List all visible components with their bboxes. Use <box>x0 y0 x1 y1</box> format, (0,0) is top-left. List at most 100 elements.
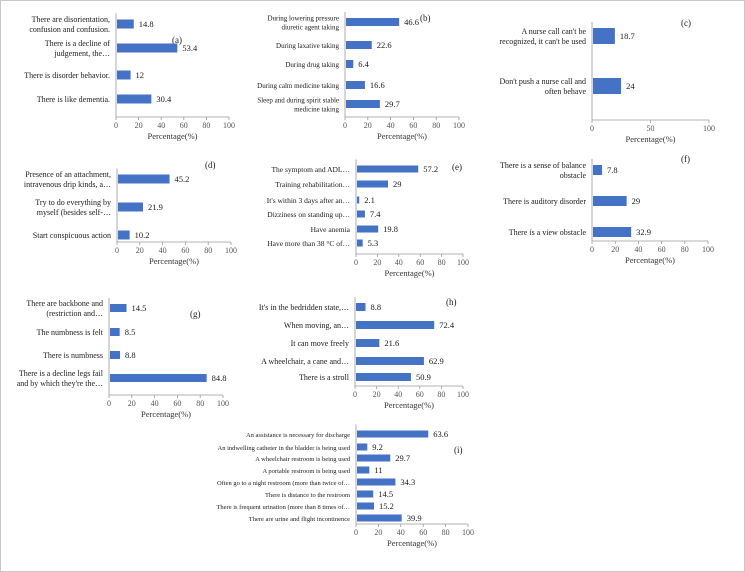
category-label: A nurse call can't be recognized, it can'… <box>499 27 586 46</box>
category-label-line: Don't push a nurse call and <box>499 77 586 86</box>
category-label: Often go to a night restroom (more than … <box>217 480 350 487</box>
data-label: 5.3 <box>368 238 379 248</box>
x-tick-label: 20 <box>373 258 381 267</box>
x-axis-title: Percentage(%) <box>384 400 434 410</box>
x-axis-title: Percentage(%) <box>147 131 197 141</box>
category-label-line: Try to do everything by <box>35 198 111 207</box>
category-label: Dizziness on standing up… <box>267 210 350 219</box>
data-label: 29 <box>632 196 641 206</box>
chart-panel-e: 0 20 40 60 80 100 Percentage(%) (e) 57.2 The symp… <box>267 159 469 278</box>
category-label-line: There is a sense of balance <box>500 161 586 170</box>
x-tick-label: 40 <box>395 258 403 267</box>
bar <box>357 490 374 498</box>
category-label-line: judgement, the… <box>53 49 110 58</box>
data-label: 16.6 <box>370 80 385 90</box>
data-label: 7.4 <box>370 209 381 219</box>
data-label: 8.5 <box>125 327 136 337</box>
data-label: 14.5 <box>132 303 147 313</box>
data-label: 84.8 <box>212 373 227 383</box>
x-tick-label: 80 <box>681 245 689 254</box>
panel-label: (e) <box>452 162 462 172</box>
category-label: Training rehabilitation… <box>275 180 350 189</box>
bar <box>110 374 207 382</box>
chart-panel-h: 0 20 40 60 80 100 Percentage(%) (h) 8.8 It's in t… <box>259 297 469 410</box>
category-label: Don't push a nurse call and often behave <box>499 77 586 96</box>
category-label-line: An assistance is necessary for discharge <box>246 432 350 439</box>
x-tick-label: 60 <box>416 390 424 399</box>
x-tick-label: 20 <box>136 246 144 255</box>
data-label: 34.3 <box>400 477 415 487</box>
category-label-line: A portable restroom is being used <box>262 468 350 475</box>
x-tick-label: 0 <box>590 124 594 133</box>
category-label-line: obstacle <box>560 171 587 180</box>
category-label: There is a decline legs fail and by which… <box>17 369 104 388</box>
category-label-line: It can move freely <box>291 339 349 348</box>
bar <box>356 373 411 381</box>
data-label: 21.6 <box>384 338 399 348</box>
category-label: There is numbness <box>43 351 103 360</box>
x-axis-title: Percentage(%) <box>141 409 191 419</box>
x-tick-label: 0 <box>354 258 358 267</box>
bar <box>117 19 134 29</box>
bar <box>118 230 130 240</box>
data-label: 21.9 <box>148 202 163 212</box>
category-label: Sleep and during spirit stable medicine t… <box>257 97 339 114</box>
bar <box>357 514 402 522</box>
category-label-line: There are disorientation, <box>32 15 110 24</box>
x-axis-title: Percentage(%) <box>625 134 675 144</box>
panel-label: (a) <box>172 35 182 45</box>
category-label-line: There is disorder behavior. <box>24 71 110 80</box>
data-label: 29.7 <box>395 453 410 463</box>
x-tick-label: 100 <box>453 121 465 130</box>
category-label: There is a decline of judgement, the… <box>45 39 111 58</box>
category-label: There are disorientation, confusion and c… <box>29 15 110 34</box>
category-label-line: A nurse call can't be <box>521 27 586 36</box>
data-label: 30.4 <box>156 94 172 104</box>
category-label-line: (restriction and… <box>46 309 103 318</box>
panel-label: (g) <box>190 309 201 319</box>
category-label: It's within 3 days after an… <box>267 196 350 205</box>
category-label: The symptom and ADL… <box>271 165 350 174</box>
bar <box>110 304 127 312</box>
bar <box>593 227 632 237</box>
bar <box>593 78 622 94</box>
category-label-line: There is frequent urination (more than 8… <box>216 504 350 511</box>
data-label: 29.7 <box>385 99 400 109</box>
category-label: Have more than 38 °C of… <box>267 239 350 248</box>
x-axis-title: Percentage(%) <box>384 268 434 278</box>
category-label: During calm medicine taking <box>257 82 339 90</box>
data-label: 10.2 <box>135 230 150 240</box>
category-label-line: During laxative taking <box>276 42 339 50</box>
x-tick-label: 20 <box>135 121 143 130</box>
data-label: 63.6 <box>433 429 448 439</box>
bar <box>357 443 368 451</box>
x-tick-label: 100 <box>457 258 469 267</box>
bar <box>356 339 380 347</box>
bar <box>346 41 372 49</box>
data-label: 24 <box>626 81 635 91</box>
bar <box>346 60 354 68</box>
category-label-line: A wheelchair restroom is being used <box>255 456 351 463</box>
chart-panel-b: 0 20 40 60 80 100 Percentage(%) (b)46.6 During l… <box>257 12 465 141</box>
category-label: There are urine and flight incontinence <box>249 516 350 523</box>
x-tick-label: 20 <box>128 399 136 408</box>
x-tick-label: 0 <box>114 121 118 130</box>
bar <box>357 165 419 173</box>
category-label-line: There are urine and flight incontinence <box>249 516 350 523</box>
x-tick-label: 60 <box>419 528 427 537</box>
data-label: 45.2 <box>175 174 190 184</box>
bar <box>117 94 152 104</box>
category-label-line: During calm medicine taking <box>257 82 339 90</box>
x-tick-label: 80 <box>437 390 445 399</box>
panel-label: (h) <box>446 297 457 307</box>
category-label-line: There is auditory disorder <box>503 197 586 206</box>
category-label-line: Have anemia <box>311 225 351 234</box>
category-label: There is disorder behavior. <box>24 71 110 80</box>
bar <box>346 81 365 89</box>
x-tick-label: 40 <box>159 246 167 255</box>
data-label: 7.8 <box>607 165 618 175</box>
x-tick-label: 40 <box>157 121 165 130</box>
x-tick-label: 60 <box>181 246 189 255</box>
bar <box>356 357 424 365</box>
